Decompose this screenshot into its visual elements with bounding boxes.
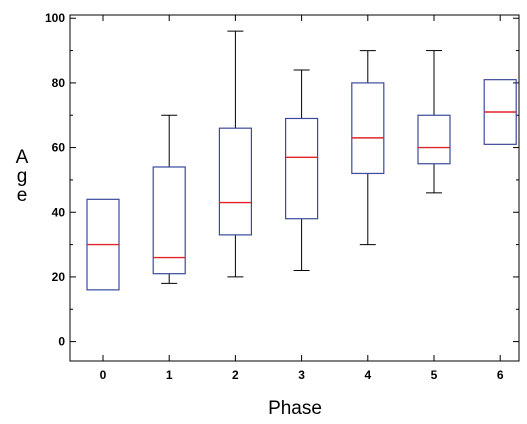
box-2 — [218, 30, 252, 278]
box-3 — [285, 69, 319, 271]
box-iqr — [285, 117, 319, 220]
box-iqr — [351, 82, 385, 175]
box-iqr — [152, 166, 186, 275]
y-tick-label: 0 — [58, 335, 65, 349]
plot-frame — [69, 14, 520, 362]
box-iqr — [218, 127, 252, 236]
box-6 — [483, 79, 517, 145]
box-0 — [86, 198, 120, 291]
box-1 — [152, 114, 186, 284]
y-tick-label: 20 — [52, 270, 66, 284]
x-tick-label: 2 — [232, 368, 239, 382]
box-4 — [351, 50, 385, 246]
boxes-layer — [86, 30, 517, 291]
x-tick-label: 6 — [497, 368, 504, 382]
box-5 — [417, 50, 451, 194]
y-axis: 0 20 40 60 80 100 — [45, 11, 519, 349]
y-tick-label: 40 — [52, 205, 66, 219]
x-axis-title: Phase — [268, 398, 322, 419]
x-tick-label: 4 — [364, 368, 371, 382]
box-iqr — [417, 114, 451, 165]
y-tick-label: 60 — [52, 141, 66, 155]
x-tick-label: 1 — [166, 368, 173, 382]
y-tick-label: 100 — [45, 11, 65, 25]
x-axis: 0 1 2 3 4 5 6 — [100, 15, 504, 382]
x-tick-label: 3 — [298, 368, 305, 382]
x-tick-label: 0 — [100, 368, 107, 382]
y-tick-label: 80 — [52, 76, 66, 90]
x-tick-label: 5 — [431, 368, 438, 382]
